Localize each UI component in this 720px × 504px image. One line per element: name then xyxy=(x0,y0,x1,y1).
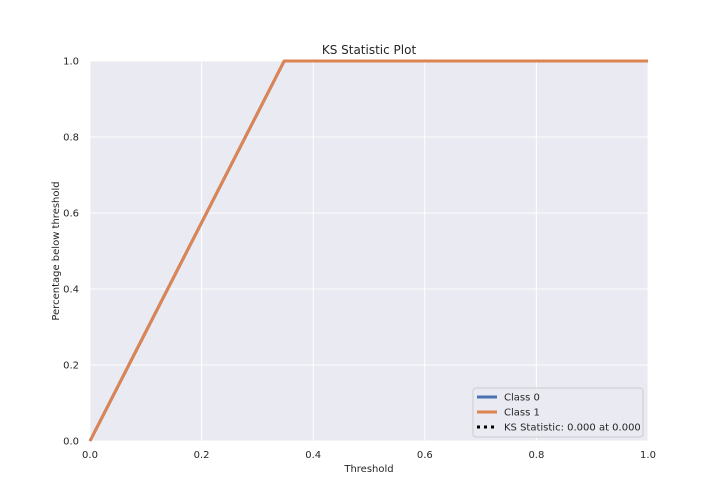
x-tick-label: 0.6 xyxy=(417,450,433,461)
grid-lines xyxy=(89,60,649,442)
legend: Class 0 Class 1 KS Statistic: 0.000 at 0.0… xyxy=(472,387,644,438)
plot-background xyxy=(90,61,648,441)
x-tick-label: 1.0 xyxy=(640,450,656,461)
x-axis-label: Threshold xyxy=(343,464,393,475)
x-tick-label: 0.2 xyxy=(194,450,210,461)
y-tick-label: 1.0 xyxy=(63,57,79,68)
legend-label-0: Class 0 xyxy=(504,393,540,404)
y-tick-label: 0.8 xyxy=(63,133,79,144)
y-tick-labels: 0.0 0.2 0.4 0.6 0.8 1.0 xyxy=(63,57,79,448)
legend-label-2: KS Statistic: 0.000 at 0.000 xyxy=(504,423,641,434)
y-axis-label: Percentage below threshold xyxy=(51,181,62,320)
series-lines xyxy=(88,59,648,442)
x-tick-label: 0.8 xyxy=(528,450,544,461)
legend-label-1: Class 1 xyxy=(504,408,540,419)
y-tick-label: 0.4 xyxy=(63,285,79,296)
y-tick-label: 0.0 xyxy=(63,437,79,448)
y-tick-label: 0.2 xyxy=(63,361,79,372)
y-tick-label: 0.6 xyxy=(63,209,79,220)
legend-box xyxy=(472,387,644,438)
x-tick-label: 0.4 xyxy=(305,450,321,461)
chart-title: KS Statistic Plot xyxy=(322,43,417,57)
x-tick-label: 0.0 xyxy=(82,450,98,461)
series-line-1 xyxy=(88,59,648,442)
legend-entries: Class 0 Class 1 KS Statistic: 0.000 at 0.0… xyxy=(477,393,641,434)
x-tick-labels: 0.0 0.2 0.4 0.6 0.8 1.0 xyxy=(82,450,656,461)
